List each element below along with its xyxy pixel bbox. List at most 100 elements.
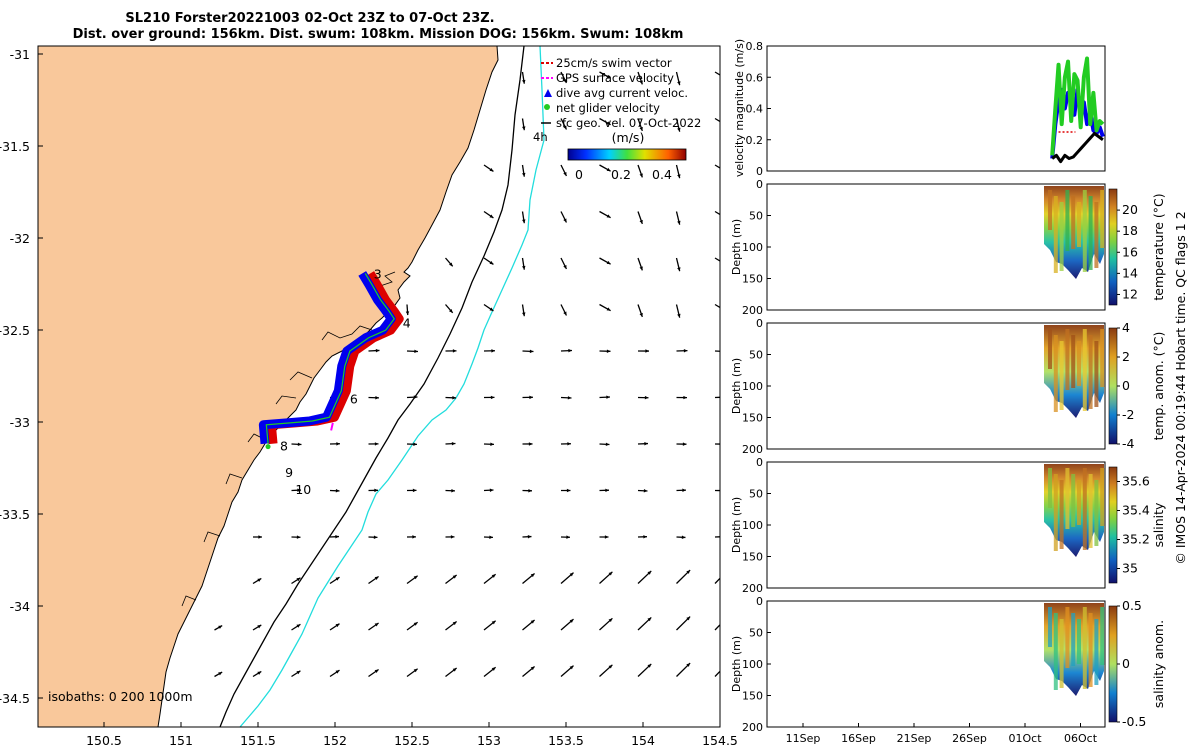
colorbar-tick-label: 35.2 [1122, 532, 1150, 547]
section-ytick-label: 150 [742, 273, 763, 286]
section-data-streak [1100, 190, 1105, 248]
section-data-streak [1082, 468, 1087, 550]
velocity-arrow-head [373, 535, 378, 539]
velocity-arrow-head [522, 219, 526, 224]
section-data-streak [1082, 607, 1087, 689]
velocity-arrow-head [725, 662, 729, 666]
velocity-arrow-head [568, 348, 572, 353]
section-data-streak [1088, 613, 1093, 687]
velocity-arrow-head [374, 488, 378, 493]
velocity-arrow-head [413, 395, 418, 399]
colorbar-label: temp. anom. (°C) [1151, 332, 1166, 441]
legend-current-symbol [544, 89, 552, 97]
velocity-arrow-head [335, 623, 340, 628]
map-ytick-label: -33.5 [0, 507, 30, 522]
colorbar-tick-label: 35.6 [1122, 474, 1150, 489]
day-label: 8 [280, 439, 288, 454]
map-frame [37, 45, 721, 728]
velocity-arrow-head [645, 349, 649, 353]
map-xtick-label: 151 [169, 733, 193, 748]
velocity-arrow-head [720, 535, 724, 538]
section-ytick-label: 200 [742, 304, 763, 317]
section-xtick-label: 16Sep [841, 732, 876, 745]
section-data-streak [1053, 474, 1058, 551]
velocity-arrow-head [522, 265, 526, 270]
velocity-arrow [714, 670, 720, 677]
velocity-arrow-head [606, 214, 611, 218]
velocity-arrow-head [677, 313, 681, 318]
map-ytick-label: -33 [10, 415, 30, 430]
velocity-arrow-head [451, 489, 455, 493]
velocity-arrow-head [491, 620, 496, 625]
velocity-arrow-head [723, 76, 727, 79]
legend-net-symbol [544, 104, 550, 110]
velocity-arrow-head [686, 616, 691, 621]
velocity-arrow-head [296, 577, 301, 582]
velocity-ytick-label: 0 [756, 165, 763, 178]
velocity-series-line [1050, 56, 1105, 156]
section-data-streak [1071, 196, 1076, 249]
velocity-arrow-head [522, 172, 526, 177]
section-panel: 0 50 100 150 200 Depth (m) 35 35.2 35.4 35.6salin… [730, 456, 1166, 595]
velocity-arrow-head [374, 669, 379, 673]
section-xtick-label: 06Oct [1064, 732, 1098, 745]
velocity-arrow-head [647, 617, 652, 622]
colorbar-label: salinity [1151, 502, 1166, 547]
section-xtick-label: 21Sep [897, 732, 932, 745]
velocity-arrow-head [335, 534, 339, 539]
velocity-arrow-head [569, 572, 574, 577]
velocity-arrow-head [413, 442, 417, 446]
velocity-arrow-head [644, 441, 648, 446]
glider-track: 3 4 6 8 910 [258, 266, 411, 497]
velocity-arrow-head [528, 488, 532, 493]
map-ytick-label: -32 [10, 231, 30, 246]
velocity-arrow-head [606, 74, 611, 79]
section-ytick-label: 50 [749, 210, 763, 223]
section-data-streak [1048, 607, 1052, 647]
velocity-arrow-head [606, 121, 611, 125]
velocity-arrow-head [296, 624, 301, 628]
velocity-arrow-head [258, 535, 262, 539]
velocity-arrow-head [489, 167, 494, 172]
velocity-arrow-head [336, 442, 340, 446]
velocity-arrow-head [677, 127, 681, 132]
velocity-arrow-head [606, 307, 611, 311]
section-panel: 0 50 100 150 200 Depth (m) 12 14 16 18 20 temperatu… [730, 178, 1166, 317]
velocity-arrow-head [218, 672, 223, 676]
map-xtick-label: 153 [477, 733, 501, 748]
velocity-arrow [714, 303, 720, 309]
section-ytick-label: 100 [742, 380, 763, 393]
section-data-streak [1100, 329, 1105, 387]
colorbar-tick-label: 16 [1122, 244, 1138, 259]
map-ytick-label: -31.5 [0, 139, 30, 154]
velocity-arrow-head [643, 489, 648, 493]
velocity-arrow-head [686, 570, 691, 574]
map-title-line1: SL210 Forster20221003 02-Oct 23Z to 07-O… [125, 11, 494, 26]
velocity-arrow-head [530, 666, 535, 671]
colorbar-tick-label: -2 [1122, 407, 1134, 422]
map-ytick-label: -31 [10, 47, 30, 62]
velocity-arrow [714, 210, 720, 216]
section-ylabel: Depth (m) [730, 358, 743, 414]
velocity-arrow-head [682, 442, 687, 446]
colorbar-tick-label: -4 [1122, 436, 1135, 451]
section-ylabel: Depth (m) [730, 636, 743, 692]
map-ytick-label: -32.5 [0, 323, 30, 338]
section-data-streak [1100, 607, 1105, 665]
velocity-arrow-head [606, 167, 611, 172]
section-data-streak [1094, 202, 1099, 268]
section-data-streak [1065, 329, 1070, 390]
section-data-streak [1094, 341, 1099, 407]
velocity-arrow-head [257, 671, 262, 675]
velocity-arrow-head [257, 624, 262, 629]
section-xtick-label: 26Sep [952, 732, 987, 745]
velocity-arrow-head [643, 535, 647, 539]
colorbar-label: temperature (°C) [1151, 193, 1166, 300]
colorbar-tick-label: 0 [1122, 378, 1130, 393]
section-ytick-label: 0 [756, 178, 763, 191]
section-data-streak [1065, 190, 1070, 251]
velocity-arrow-head [374, 622, 379, 627]
land-mass [38, 46, 499, 727]
section-data-streak [1053, 613, 1058, 690]
